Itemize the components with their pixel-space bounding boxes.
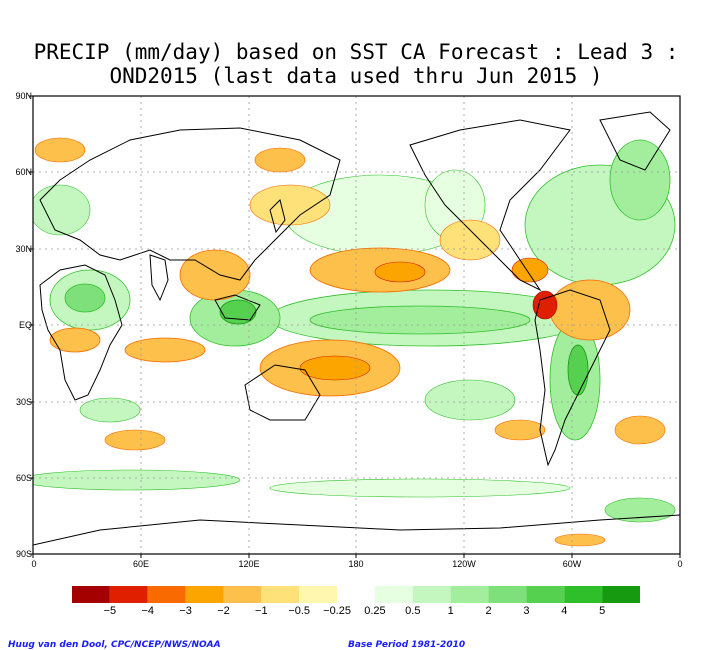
dry-region-southeast-asia [179, 249, 251, 301]
colorbar-label-9: 1 [447, 605, 454, 617]
dry-region-caribbean [511, 257, 549, 283]
lat-label-60s: 60S [15, 473, 32, 483]
wet-region-south-america-core [567, 344, 589, 396]
wet-region-southern-ocean-1 [33, 469, 241, 491]
anomaly-field [33, 111, 680, 547]
coastlines [33, 111, 680, 546]
coast-australia [244, 364, 321, 421]
colorbar-label-13: 5 [599, 605, 606, 617]
colorbar-label-12: 4 [561, 605, 568, 617]
wet-region-south-pacific [424, 379, 516, 421]
colorbar-label-6: −0.25 [323, 605, 351, 617]
dry-region-asia-interior [249, 184, 331, 226]
lat-label-60n: 60N [15, 167, 32, 177]
dry-region-arctic-siberia [254, 147, 306, 173]
colorbar-label-8: 0.5 [405, 605, 421, 617]
colorbar-label-11: 3 [523, 605, 530, 617]
lat-label-eq: EQ [18, 320, 32, 330]
wet-region-south-indian [79, 397, 141, 423]
colorbar-label-4: −1 [255, 605, 268, 617]
wet-region-africa-core [64, 283, 106, 313]
dry-region-east-pacific-core [374, 261, 426, 283]
colorbar-label-0: −5 [103, 605, 117, 617]
coast-japan [269, 199, 286, 234]
dry-anomaly-regions [34, 137, 666, 547]
lon-label-60w: 60W [562, 559, 582, 569]
lat-label-30n: 30N [15, 244, 32, 254]
dry-region-antarctic-edge [554, 533, 606, 547]
lon-label-0: 0 [31, 559, 37, 569]
dry-region-southern-ocean-indian [104, 429, 166, 451]
coast-greenland [599, 111, 671, 171]
lon-label-0-east: 0 [677, 559, 683, 569]
colorbar-label-10: 2 [485, 605, 492, 617]
map-title-line-2: OND2015 (last data used thru Jun 2015 ) [109, 64, 603, 88]
axis-ticks [29, 95, 681, 558]
wet-anomaly-regions [33, 139, 676, 523]
colorbar-label-2: −3 [179, 605, 192, 617]
dry-region-south-pacific-core [299, 355, 371, 381]
coast-antarctica [33, 514, 680, 546]
coast-south-america [534, 289, 611, 467]
coast-north-america [409, 119, 571, 292]
wet-region-greenland [609, 139, 671, 221]
dry-region-west-africa [49, 327, 101, 353]
lon-label-60e: 60E [132, 559, 149, 569]
credit-base-period: Base Period 1981-2010 [348, 640, 466, 650]
lon-label-120w: 120W [452, 559, 476, 569]
lat-label-30s: 30S [15, 397, 32, 407]
graticule [33, 96, 680, 554]
dry-region-north-america-west [439, 219, 501, 261]
colorbar-label-1: −4 [141, 605, 154, 617]
colorbar-label-3: −2 [217, 605, 230, 617]
lon-label-120e: 120E [238, 559, 260, 569]
colorbar-label-5: −0.5 [288, 605, 311, 617]
coast-eurasia [39, 127, 341, 281]
lon-label-180: 180 [348, 559, 364, 569]
dry-region-indian-ocean [124, 337, 206, 363]
coast-india [149, 254, 169, 302]
dry-region-northern-south-america [549, 279, 631, 341]
wet-region-central-pacific-core [309, 305, 531, 335]
lat-label-90s: 90S [15, 549, 32, 559]
dry-region-south-pacific-east [494, 419, 546, 441]
wet-region-southern-ocean-3 [604, 497, 676, 523]
wet-region-southern-ocean-2 [269, 478, 571, 498]
dry-region-south-atlantic [614, 415, 666, 445]
map-title-line-1: PRECIP (mm/day) based on SST CA Forecast… [33, 40, 679, 64]
wet-region-europe [33, 184, 91, 236]
lat-label-90n: 90N [15, 91, 32, 101]
dry-region-central-america [532, 290, 558, 320]
coast-africa [39, 264, 123, 401]
credit-author: Huug van den Dool, CPC/NCEP/NWS/NOAA [8, 640, 221, 650]
colorbar-label-7: 0.25 [364, 605, 386, 617]
dry-region-europe-north [34, 137, 86, 163]
wet-region-borneo [219, 299, 257, 325]
coast-maritime-continent [214, 294, 261, 321]
